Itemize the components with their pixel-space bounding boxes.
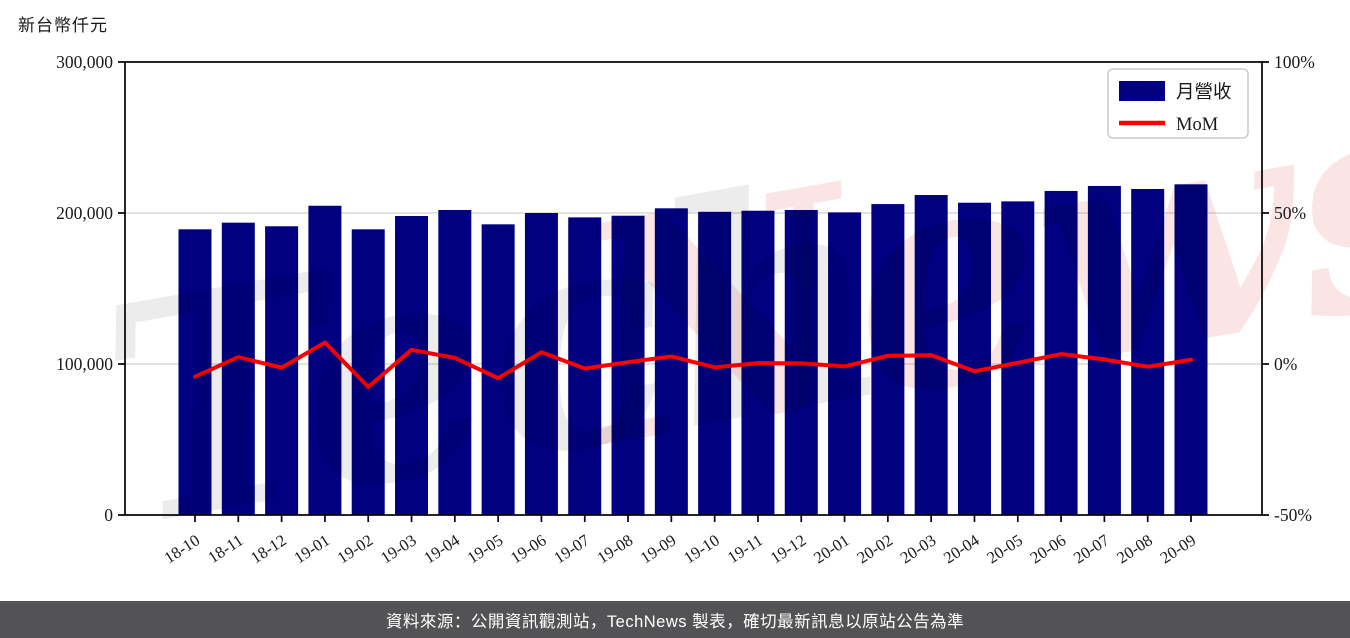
mom-line: [193, 340, 1193, 389]
right-tick-label: 50%: [1274, 203, 1306, 223]
x-tick-label-19-07: 19-07: [550, 530, 593, 567]
x-tick-label-19-09: 19-09: [637, 530, 680, 567]
x-tick-label-20-09: 20-09: [1157, 530, 1200, 567]
x-tick-label-20-04: 20-04: [940, 530, 983, 567]
revenue-bar-19-01: [308, 205, 342, 515]
revenue-bar-18-11: [221, 222, 255, 515]
right-tick-label: -50%: [1274, 505, 1312, 525]
x-tick-label-19-12: 19-12: [767, 530, 810, 567]
legend-swatch-revenue: [1119, 81, 1165, 101]
x-tick-label-20-06: 20-06: [1027, 530, 1070, 567]
x-tick-label-20-02: 20-02: [853, 530, 896, 567]
left-tick-label: 100,000: [56, 354, 113, 374]
right-tick-label: 0%: [1274, 354, 1297, 374]
x-tick-label-20-08: 20-08: [1113, 530, 1156, 567]
source-caption: 資料來源：公開資訊觀測站，TechNews 製表，確切最新訊息以原站公告為準: [0, 601, 1350, 638]
revenue-bar-18-12: [265, 226, 299, 515]
revenue-bar-19-02: [351, 229, 385, 516]
x-tick-label-20-07: 20-07: [1070, 530, 1113, 567]
left-tick-label: 0: [104, 505, 113, 525]
revenue-bar-20-07: [1087, 185, 1121, 515]
x-tick-label-19-11: 19-11: [724, 530, 766, 567]
revenue-bar-19-09: [654, 208, 688, 515]
revenue-bar-20-08: [1131, 188, 1165, 515]
legend-label-mom: MoM: [1176, 115, 1218, 135]
revenue-bar-20-09: [1174, 184, 1208, 515]
revenue-bar-20-05: [1001, 201, 1035, 516]
x-tick-label-19-06: 19-06: [507, 530, 550, 567]
x-tick-label-20-01: 20-01: [810, 530, 853, 567]
left-tick-label: 300,000: [56, 52, 113, 72]
y-axis-unit-label: 新台幣仟元: [18, 16, 108, 35]
monthly-revenue-mom-chart: TechNews300,000200,000100,0000100%50%0%-…: [56, 12, 1350, 595]
x-tick-label-19-10: 19-10: [680, 530, 723, 567]
revenue-bar-19-06: [524, 213, 558, 515]
x-tick-label-20-03: 20-03: [897, 530, 940, 567]
revenue-bar-20-04: [957, 202, 991, 515]
left-tick-label: 200,000: [56, 203, 113, 223]
legend-label-revenue: 月營收: [1176, 82, 1232, 103]
revenue-bar-19-03: [395, 216, 429, 515]
x-tick-label-20-05: 20-05: [983, 530, 1026, 567]
plot-border: [124, 61, 1263, 516]
right-tick-label: 100%: [1274, 52, 1315, 72]
x-tick-label-19-08: 19-08: [594, 530, 637, 567]
